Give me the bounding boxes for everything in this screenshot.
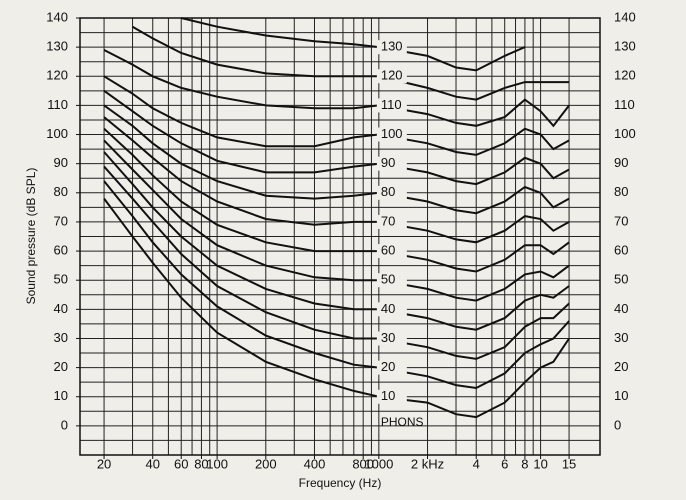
series-label: 50 <box>381 272 395 287</box>
y2-tick-label: 120 <box>614 68 636 83</box>
label-background <box>376 214 407 229</box>
y-tick-label: 50 <box>54 272 68 287</box>
x-tick-label: 80 <box>194 456 208 471</box>
y-tick-label: 10 <box>54 388 68 403</box>
label-background <box>376 389 407 404</box>
y2-tick-label: 140 <box>614 9 636 24</box>
y2-tick-label: 10 <box>614 388 628 403</box>
x-tick-label: 6 <box>501 456 508 471</box>
label-background <box>376 331 407 346</box>
y-axis-label: Sound pressure (dB SPL) <box>24 168 38 305</box>
series-label: 80 <box>381 184 395 199</box>
label-background <box>376 98 407 113</box>
y2-tick-label: 130 <box>614 39 636 54</box>
y-tick-label: 140 <box>46 9 68 24</box>
y-tick-label: 20 <box>54 359 68 374</box>
label-background <box>376 185 407 200</box>
y-tick-label: 60 <box>54 243 68 258</box>
series-label: 110 <box>381 97 402 112</box>
y-tick-label: 130 <box>46 39 68 54</box>
label-background <box>376 302 407 317</box>
x-tick-label: 10 <box>533 456 547 471</box>
y-tick-label: 30 <box>54 330 68 345</box>
series-label: 130 <box>381 39 403 54</box>
x-tick-label: 4 <box>473 456 480 471</box>
series-label: 100 <box>381 126 403 141</box>
label-background <box>376 244 407 259</box>
x-tick-label: 20 <box>97 456 111 471</box>
y-tick-label: 100 <box>46 126 68 141</box>
label-background <box>376 69 407 84</box>
series-label: 20 <box>381 359 395 374</box>
annotation: PHONS <box>381 415 424 429</box>
series-label: 10 <box>381 388 395 403</box>
y-tick-label: 40 <box>54 301 68 316</box>
y2-tick-label: 110 <box>614 97 635 112</box>
x-tick-label: 2 kHz <box>411 456 444 471</box>
y2-tick-label: 0 <box>614 417 621 432</box>
y2-tick-label: 100 <box>614 126 636 141</box>
y-tick-label: 80 <box>54 184 68 199</box>
series-label: 30 <box>381 330 395 345</box>
label-background <box>376 156 407 171</box>
y2-tick-label: 40 <box>614 301 628 316</box>
y2-tick-label: 90 <box>614 155 628 170</box>
series-label: 120 <box>381 68 403 83</box>
y2-tick-label: 70 <box>614 213 628 228</box>
y2-tick-label: 80 <box>614 184 628 199</box>
y-tick-label: 90 <box>54 155 68 170</box>
y-tick-label: 120 <box>46 68 68 83</box>
x-axis-label: Frequency (Hz) <box>299 476 382 490</box>
x-tick-label: 800 <box>352 456 374 471</box>
series-label: 60 <box>381 243 395 258</box>
y-tick-label: 110 <box>47 97 68 112</box>
plot-border <box>79 17 601 456</box>
x-tick-label: 40 <box>146 456 160 471</box>
x-tick-label: 60 <box>174 456 188 471</box>
series-label: 70 <box>381 213 395 228</box>
x-tick-label: 400 <box>304 456 326 471</box>
label-background <box>376 273 407 288</box>
y2-tick-label: 50 <box>614 272 628 287</box>
x-tick-label: 15 <box>562 456 576 471</box>
x-tick-label: 100 <box>206 456 228 471</box>
y-tick-label: 0 <box>61 417 68 432</box>
y2-tick-label: 20 <box>614 359 628 374</box>
x-tick-label: 1000 <box>364 456 393 471</box>
y2-tick-label: 60 <box>614 243 628 258</box>
y-tick-label: 70 <box>54 213 68 228</box>
y2-tick-label: 30 <box>614 330 628 345</box>
series-label: 40 <box>381 301 395 316</box>
label-background <box>376 360 407 375</box>
x-tick-label: 200 <box>255 456 277 471</box>
label-background <box>376 40 407 55</box>
series-label: 90 <box>381 155 395 170</box>
x-tick-label: 8 <box>521 456 528 471</box>
label-background <box>376 127 407 142</box>
